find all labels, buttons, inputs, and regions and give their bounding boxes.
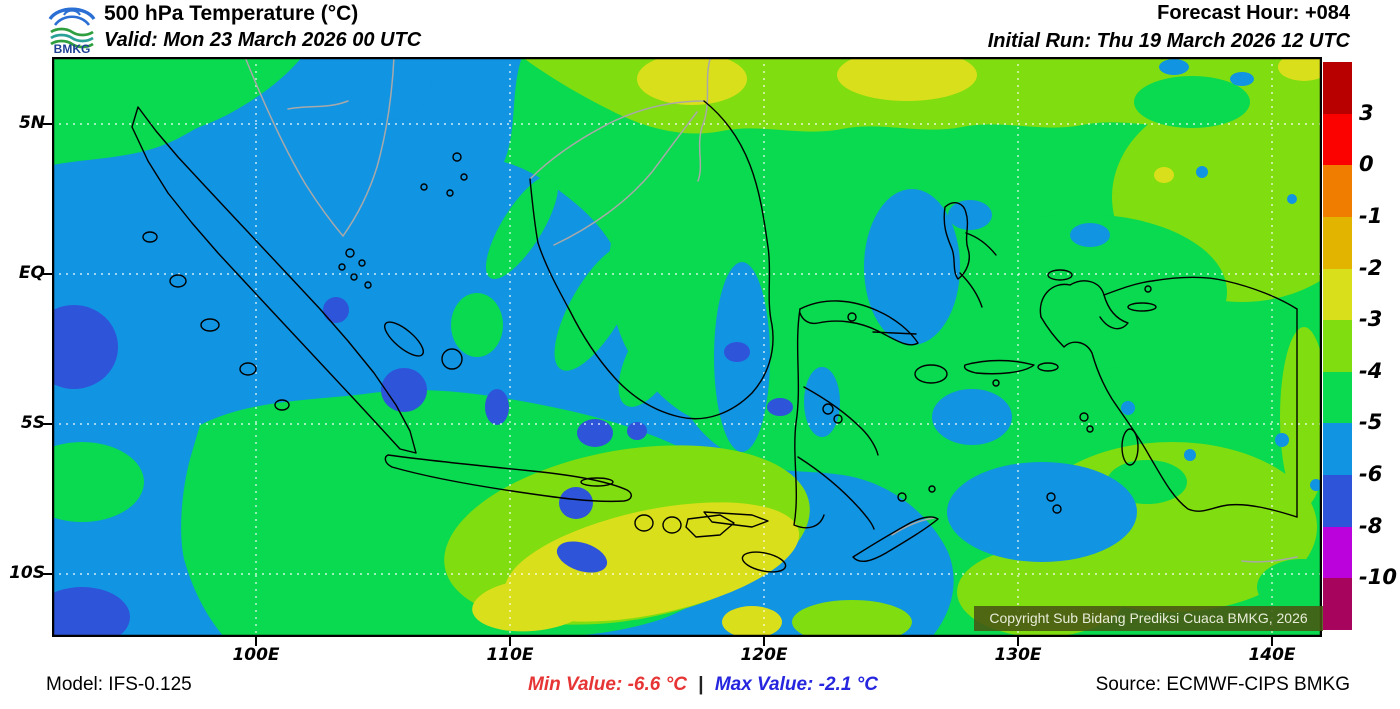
source-label: Source: ECMWF-CIPS BMKG	[1095, 674, 1350, 695]
waves-icon	[50, 27, 94, 49]
colorbar-label-3: 3	[1359, 100, 1374, 125]
colorbar-segment-6	[1323, 371, 1352, 424]
temperature-map	[52, 57, 1322, 637]
field-yellow-regions	[472, 57, 1322, 637]
map-frame	[52, 57, 1322, 637]
valid-time: Valid: Mon 23 March 2026 00 UTC	[104, 29, 422, 51]
lat-tick	[43, 273, 52, 275]
model-label: Model: IFS-0.125	[46, 674, 192, 695]
lon-label-110E: 110E	[486, 645, 534, 665]
minmax-separator: |	[698, 674, 704, 695]
colorbar-segment-3	[1323, 216, 1352, 269]
lat-label-EQ: EQ	[18, 263, 45, 283]
colorbar-segment-8	[1323, 475, 1352, 527]
colorbar-segment-0	[1323, 62, 1352, 114]
lon-tick	[255, 637, 257, 646]
colorbar-label--8: -8	[1359, 513, 1383, 538]
lon-label-100E: 100E	[232, 645, 280, 665]
lat-label-10S: 10S	[9, 563, 45, 583]
minmax-values: Min Value: -6.6 °C | Max Value: -2.1 °C	[528, 674, 878, 696]
colorbar-label-0: 0	[1359, 152, 1374, 177]
coastlines	[131, 100, 1298, 573]
colorbar-segment-10	[1323, 578, 1352, 630]
colorbar-label--2: -2	[1359, 255, 1383, 280]
foreign-borders	[244, 57, 1298, 563]
initial-run: Initial Run: Thu 19 March 2026 12 UTC	[987, 30, 1350, 52]
colorbar-label--6: -6	[1359, 462, 1383, 487]
colorbar-segment-1	[1323, 113, 1352, 166]
header-right: Forecast Hour: +084 Initial Run: Thu 19 …	[988, 2, 1350, 53]
lon-label-140E: 140E	[1248, 645, 1296, 665]
lat-tick	[43, 573, 52, 575]
forecast-hour: Forecast Hour: +084	[1157, 2, 1350, 24]
lat-label-5N: 5N	[18, 113, 45, 133]
colorbar-label--3: -3	[1359, 307, 1383, 332]
colorbar-label--10: -10	[1359, 565, 1397, 590]
colorbar-segment-5	[1323, 320, 1352, 372]
cloud-icon	[48, 7, 96, 26]
colorbar	[1323, 62, 1352, 630]
lon-tick	[763, 637, 765, 646]
page-title: 500 hPa Temperature (°C)	[104, 2, 359, 25]
lat-tick	[43, 423, 52, 425]
colorbar-label--1: -1	[1359, 203, 1383, 228]
lat-tick	[43, 123, 52, 125]
field-green-intrusions	[937, 76, 1322, 615]
graticule-grid	[52, 57, 1322, 637]
max-value: Max Value: -2.1 °C	[714, 674, 878, 695]
colorbar-segment-7	[1323, 423, 1352, 475]
min-value: Min Value: -6.6 °C	[528, 674, 687, 695]
lon-label-120E: 120E	[740, 645, 788, 665]
lon-label-130E: 130E	[994, 645, 1042, 665]
lon-tick	[1271, 637, 1273, 646]
lon-tick	[509, 637, 511, 646]
bmkg-logo: BMKG	[44, 1, 100, 54]
lon-tick	[1017, 637, 1019, 646]
colorbar-label--5: -5	[1359, 410, 1383, 435]
logo-text: BMKG	[54, 42, 91, 54]
colorbar-label--4: -4	[1359, 358, 1383, 383]
field-darkblue-regions	[52, 297, 793, 637]
colorbar-segment-2	[1323, 165, 1352, 217]
lat-label-5S: 5S	[20, 413, 45, 433]
colorbar-segment-9	[1323, 526, 1352, 579]
copyright-notice: Copyright Sub Bidang Prediksi Cuaca BMKG…	[974, 606, 1323, 631]
colorbar-segment-4	[1323, 268, 1352, 321]
